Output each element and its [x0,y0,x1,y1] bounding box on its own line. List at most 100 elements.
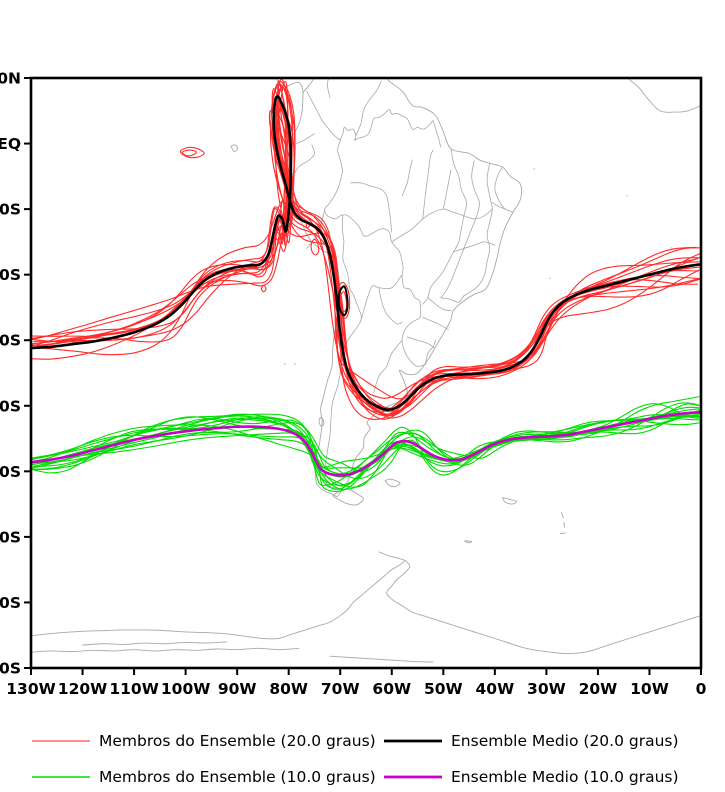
x-tick-label: 70W [321,680,360,698]
axis-ticks [24,77,702,675]
y-tick-label: 30S [0,332,21,350]
y-tick-label: 50S [0,463,21,481]
ensemble-mean-line-10 [31,411,701,477]
ensemble-member-closed-contour-20 [179,146,205,159]
border-path [401,159,413,197]
border-path [422,148,467,305]
border-path [463,208,493,220]
x-tick-label: 0 [696,680,707,698]
legend-line-mean-10-icon [384,775,442,779]
coastline-path [314,470,319,474]
chart-legend: Membros do Ensemble (20.0 graus) Ensembl… [0,718,725,792]
coastline-path [670,247,673,249]
plot-frame [29,76,703,670]
ensemble-member-closed-contour-20 [260,284,267,293]
legend-row-10: Membros do Ensemble (10.0 graus) Ensembl… [0,762,725,792]
ensemble-member-line-10 [31,414,700,475]
x-tick-label: 90W [218,680,257,698]
coastline-path [563,522,565,528]
border-path [494,166,506,210]
coastline-path [82,641,228,646]
ensemble-mean-closed-contour-20 [337,285,349,317]
coastline-path [626,194,628,197]
y-tick-label: 80S [0,660,21,678]
border-path [440,160,480,299]
plot-area: 130W 120W 110W 100W 90W 80W 70W 60W 50W 40W 30W 20W… [0,69,707,698]
border-path [355,80,382,137]
ensemble-member-closed-contour-20 [340,291,348,312]
border-path [324,214,362,491]
x-tick-label: 80W [269,680,308,698]
ensemble-mean-line-20 [31,95,701,412]
ensemble-member-line-20 [31,87,701,413]
x-tick-label: 60W [372,680,411,698]
coastline-path [502,497,517,505]
legend-item-mean-20: Ensemble Medio (20.0 graus) [382,726,679,756]
coastline-path [31,647,300,653]
y-tick-label: EQ [0,135,21,153]
coastline-path [386,560,701,655]
x-tick-label: 130W [6,680,55,698]
x-tick-label: 40W [476,680,515,698]
border-path [306,90,341,141]
border-path [373,339,403,394]
border-path [350,182,393,233]
border-path [326,78,331,99]
coastline-path [384,478,401,488]
border-path [440,295,465,303]
coastline-path [549,277,551,280]
border-path [324,170,426,367]
legend-label-members-10: Membros do Ensemble (10.0 graus) [99,768,376,786]
spaghetti-map-svg: 130W 120W 110W 100W 90W 80W 70W 60W 50W 40W 30W 20W… [0,69,707,698]
coastline-path [230,144,239,152]
x-tick-label: 110W [109,680,158,698]
coastline-path [559,532,566,535]
border-path [442,169,452,210]
border-path [378,287,403,325]
legend-item-members-10: Membros do Ensemble (10.0 graus) [30,762,376,792]
legend-label-mean-20: Ensemble Medio (20.0 graus) [451,732,679,750]
ensemble-member-line-20 [31,78,698,411]
coastline-path [293,363,296,365]
legend-label-mean-10: Ensemble Medio (10.0 graus) [451,768,679,786]
y-tick-label: 60S [0,528,21,546]
coastline-path [31,560,406,640]
y-tick-label: 40S [0,397,21,415]
y-axis-labels: 10N EQ 10S 20S 30S 40S 50S 60S 70S 80S [0,70,21,678]
y-tick-label: 70S [0,594,21,612]
border-path [491,202,514,213]
coastline-path [626,78,701,113]
ensemble-member-line-10 [34,396,700,476]
border-path [406,336,435,349]
ensemble-member-line-10 [31,415,700,486]
legend-label-members-20: Membros do Ensemble (20.0 graus) [99,732,376,750]
ensemble-member-closed-contour-20 [310,238,320,256]
ensemble-members-20-layer [31,78,701,420]
border-path [337,126,357,172]
coastline-path [533,168,535,170]
border-path [432,120,442,148]
y-tick-label: 10S [0,201,21,219]
border-path [463,162,493,297]
coastline-path [329,655,434,663]
coastline-path [274,78,304,93]
x-tick-label: 120W [58,680,107,698]
x-tick-label: 100W [161,680,210,698]
border-path [424,339,436,365]
legend-row-20: Membros do Ensemble (20.0 graus) Ensembl… [0,726,725,756]
ensemble-mean-layer [31,95,701,477]
ensemble-member-line-10 [31,414,700,473]
border-path [296,133,315,144]
x-axis-labels: 130W 120W 110W 100W 90W 80W 70W 60W 50W 40W 30W 20W… [6,680,706,698]
ensemble-member-line-10 [31,412,701,475]
coastline-path [284,363,287,365]
coastline-path [463,540,473,544]
coastline-path [560,512,564,519]
y-tick-label: 20S [0,266,21,284]
border-path [391,208,465,243]
border-path [354,109,434,141]
x-tick-label: 50W [424,680,463,698]
ensemble-member-line-10 [31,402,701,487]
border-path [453,241,496,253]
